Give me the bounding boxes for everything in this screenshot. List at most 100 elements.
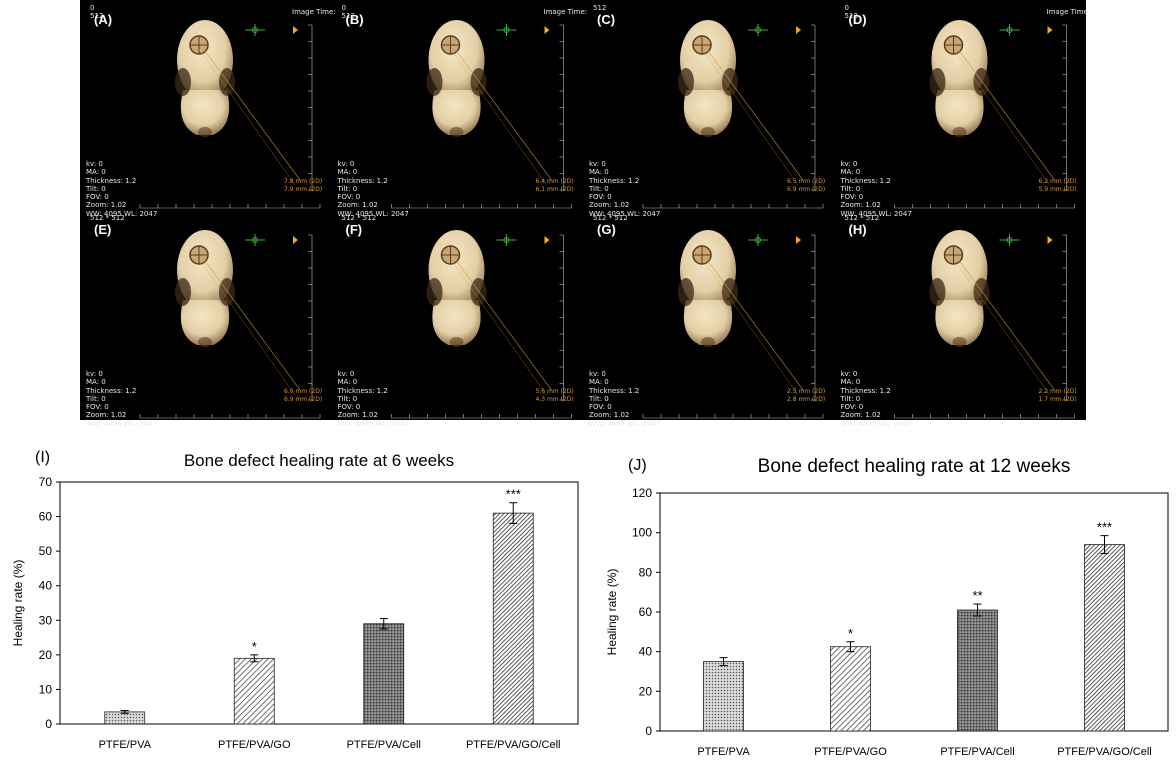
scan-metadata: kv: 0 MA: 0 Thickness: 1.2 Tilt: 0 FOV: … [840,370,912,428]
y-tick-label: 80 [639,565,653,579]
measurement-line [959,260,1055,391]
measurement-values: 6.5 mm (2D) 6.9 mm (2D) [787,178,826,193]
bar [957,609,998,732]
orientation-arrow-icon [1047,236,1053,244]
ct-cell [894,20,1075,209]
panel-label: (E) [94,222,112,237]
category-label: PTFE/PVA/Cell [347,739,421,751]
measurement-line [453,52,547,186]
y-tick-label: 10 [39,682,53,696]
ct-cell [642,20,824,209]
measurement-values: 6.4 mm (2D) 6.1 mm (2D) [535,178,574,193]
scan-metadata: kv: 0 MA: 0 Thickness: 1.2 Tilt: 0 FOV: … [589,160,661,218]
measurement-line [456,260,552,391]
y-tick-label: 50 [39,544,53,558]
image-time-text: Image Time: [543,8,588,16]
image-size-text: 0 512 [844,4,858,20]
measurement-values: 7.8 mm (2D) 7.9 mm (2D) [284,178,323,193]
measurement-line [707,260,804,391]
y-tick-label: 60 [39,510,53,524]
orientation-arrow-icon [293,236,298,244]
category-label: PTFE/PVA/Cell [940,746,1014,758]
orientation-arrow-icon [796,236,801,244]
panel-label: (F) [345,222,363,237]
chart-6-weeks: (I) Bone defect healing rate at 6 weeks 0 1… [11,449,579,751]
image-size-text: 512 * 512 [593,214,628,222]
chart-title: Bone defect healing rate at 6 weeks [184,451,454,470]
scan-metadata: kv: 0 MA: 0 Thickness: 1.2 Tilt: 0 FOV: … [86,160,158,218]
measurement-line [204,50,301,181]
chart-12-weeks: (J) Bone defect healing rate at 12 weeks 0… [605,456,1169,758]
bar [233,657,275,725]
panel-label: (D) [848,12,867,27]
ct-cell [391,230,572,419]
significance-marker: * [848,626,853,641]
bar [830,646,871,732]
ct-image-grid [139,20,1075,419]
y-tick-label: 0 [645,724,652,738]
measurement-line [201,52,296,186]
y-tick-label: 30 [39,613,53,627]
orientation-arrow-icon [544,236,550,244]
significance-marker: *** [506,487,521,502]
category-label: PTFE/PVA/GO [814,746,887,758]
image-size-text: 512 [593,4,607,12]
measurement-line [707,50,804,181]
image-size-text: 0 512 [90,4,104,20]
panel-label: (B) [345,12,364,27]
orientation-arrow-icon [544,26,550,34]
significance-marker: ** [972,588,982,603]
image-size-text: 512 * 512 [90,214,125,222]
orientation-arrow-icon [1047,26,1053,34]
y-tick-label: 0 [45,717,52,731]
scan-metadata: kv: 0 MA: 0 Thickness: 1.2 Tilt: 0 FOV: … [840,160,912,218]
y-tick-label: 20 [639,684,653,698]
y-tick-label: 40 [39,579,53,593]
scan-metadata: kv: 0 MA: 0 Thickness: 1.2 Tilt: 0 FOV: … [589,370,661,428]
category-label: PTFE/PVA/GO/Cell [1057,746,1152,758]
measurement-values: 2.5 mm (2D) 2.8 mm (2D) [787,388,826,403]
ct-image-panel: (A) 0 512 Image Time: kv: 0 MA: 0 Thickness… [80,0,1090,428]
image-size-text: 512 * 512 [844,214,880,222]
category-label: PTFE/PVA [697,746,750,758]
measurement-line [956,262,1050,396]
panel-label: (J) [628,457,647,474]
panel-label: (H) [848,222,867,237]
plot-area [59,481,579,725]
measurement-line [204,260,301,391]
image-size-text: 0 512 [341,4,355,20]
measurement-line [456,50,552,181]
measurement-line [956,52,1050,186]
skull-image [426,20,487,137]
measurement-line [704,52,799,186]
y-tick-label: 60 [639,605,653,619]
measurement-values: 6.0 mm (2D) 6.9 mm (2D) [284,388,323,403]
measurement-line [453,262,547,396]
panel-label: (I) [35,449,50,466]
significance-marker: * [252,639,257,654]
panel-label: (G) [597,222,616,237]
y-tick-label: 70 [39,475,53,489]
panel-label: (C) [597,12,616,27]
bar [492,512,534,725]
panel-label: (A) [94,12,113,27]
image-size-text: 512 * 512 [341,214,377,222]
category-label: PTFE/PVA/GO [218,739,291,751]
y-tick-label: 20 [39,648,53,662]
measurement-values: 5.6 mm (2D) 4.3 mm (2D) [535,388,574,403]
y-tick-label: 100 [632,526,652,540]
measurement-line [959,50,1055,181]
y-tick-label: 120 [632,486,652,500]
category-label: PTFE/PVA/GO/Cell [466,739,561,751]
scan-metadata: kv: 0 MA: 0 Thickness: 1.2 Tilt: 0 FOV: … [337,370,409,428]
measurement-values: 2.2 mm (2D) 1.7 mm (2D) [1038,388,1077,403]
y-axis-label: Healing rate (%) [605,569,619,656]
ct-cell [642,230,824,419]
ct-cell [139,230,321,419]
ct-cell [139,20,321,209]
significance-marker: *** [1097,520,1112,535]
ct-cell [391,20,572,209]
y-tick-label: 40 [639,645,653,659]
image-time-text: Image Time: [1046,8,1091,16]
bar [1084,544,1125,732]
